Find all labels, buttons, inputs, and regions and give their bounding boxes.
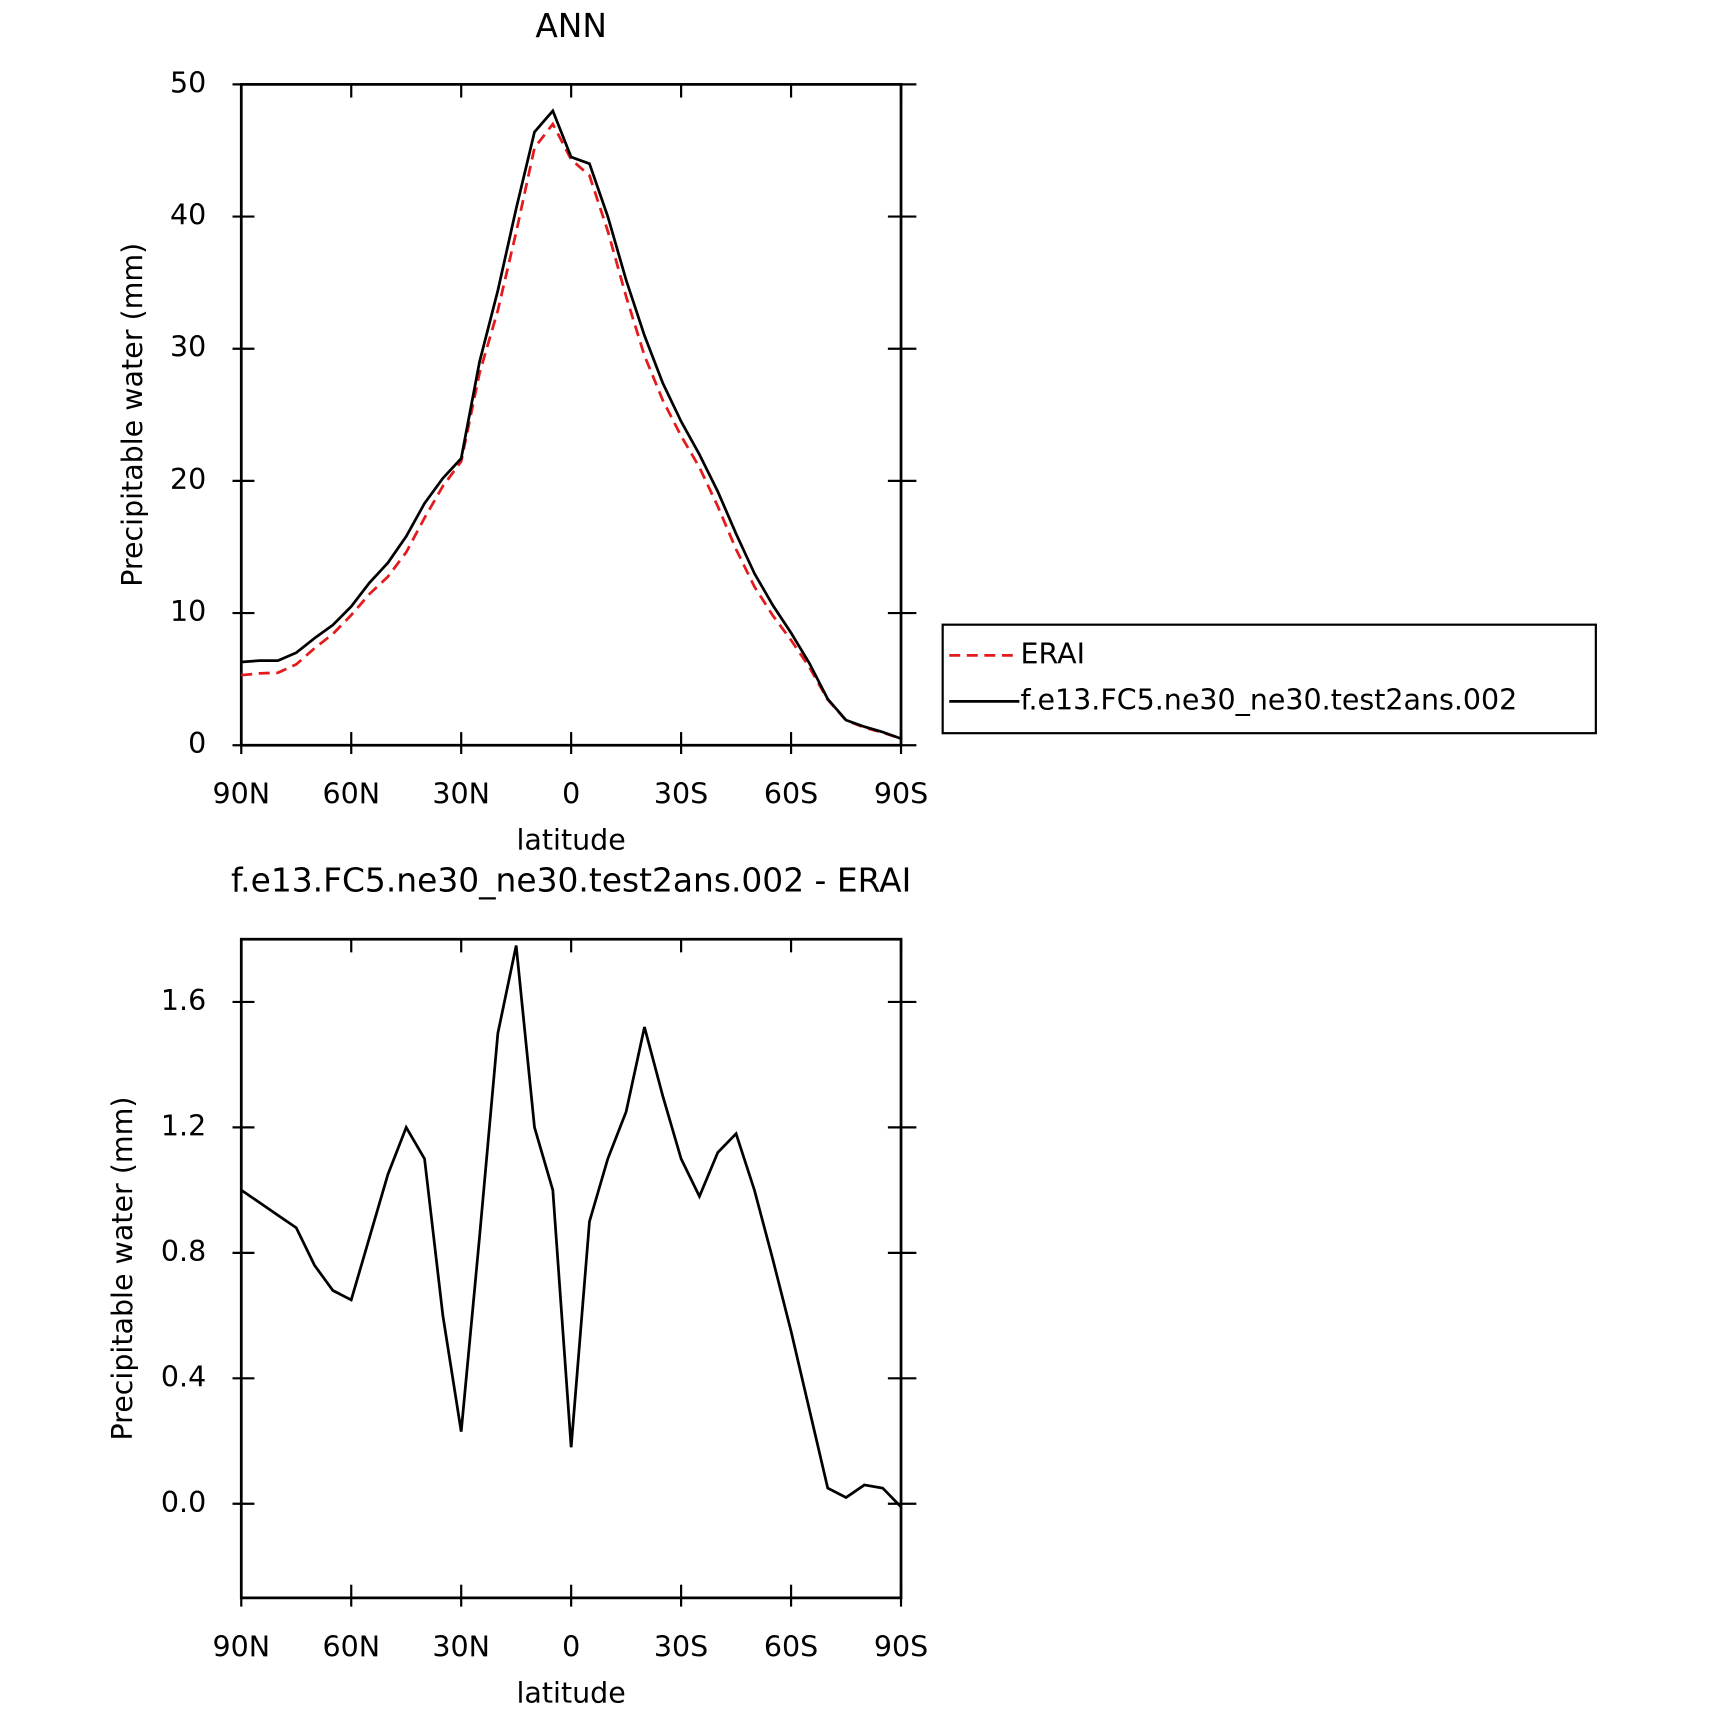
x-tick-label: 90S [874,1630,928,1663]
legend-box [941,623,1597,735]
chart-title: f.e13.FC5.ne30_ne30.test2ans.002 - ERAI [231,861,911,900]
y-tick-label: 1.2 [161,1109,206,1142]
y-tick-label: 40 [170,199,206,232]
x-tick-label: 30N [432,778,490,811]
chart-title: ANN [535,6,607,45]
x-tick-label: 60S [764,778,818,811]
y-tick-label: 0.4 [161,1360,206,1393]
data-line [241,108,902,740]
x-tick-label: 60S [764,1630,818,1663]
y-tick-label: 30 [170,331,206,364]
plot-frame [239,83,903,747]
y-tick-label: 20 [170,463,206,496]
x-tick-label: 60N [322,1630,380,1663]
x-tick-label: 30N [432,1630,490,1663]
y-tick-label: 10 [170,595,206,628]
y-tick-label: 1.6 [161,984,206,1017]
data-line [240,945,903,1508]
y-axis-label: Precipitable water (mm) [106,1097,139,1441]
x-tick-label: 60N [322,778,380,811]
x-tick-label: 30S [654,778,708,811]
x-tick-label: 0 [562,778,580,811]
x-tick-label: 0 [562,1630,580,1663]
y-tick-label: 0.8 [161,1235,206,1268]
x-axis-label: latitude [517,824,626,857]
plot-frame [239,937,903,1600]
y-tick-label: 50 [170,66,206,99]
legend-label: ERAI [1020,637,1085,670]
x-tick-label: 90N [212,778,270,811]
y-tick-label: 0 [188,727,206,760]
legend-label: f.e13.FC5.ne30_ne30.test2ans.002 [1020,683,1517,716]
data-line [241,121,902,740]
x-tick-label: 90N [212,1630,270,1663]
y-tick-label: 0.0 [161,1486,206,1519]
x-axis-label: latitude [517,1676,626,1709]
y-axis-label: Precipitable water (mm) [116,243,149,587]
x-tick-label: 90S [874,778,928,811]
x-tick-label: 30S [654,1630,708,1663]
